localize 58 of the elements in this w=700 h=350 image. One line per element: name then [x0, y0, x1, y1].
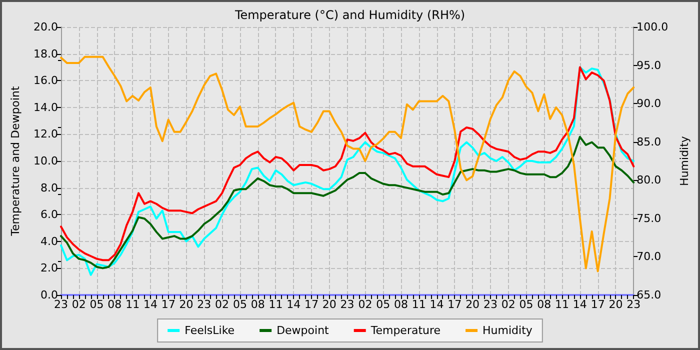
y-tick-label: 16.0 — [34, 74, 58, 88]
y-tick-label: 2.0 — [40, 262, 58, 275]
legend-label: Dewpoint — [276, 324, 330, 337]
x-tick-label: 11 — [412, 298, 426, 311]
x-tick-label: 05 — [90, 298, 104, 311]
y2-tick-label: 90.0 — [636, 97, 662, 110]
y-tick-label: 6.0 — [40, 208, 58, 222]
x-tick-label: 02 — [215, 298, 230, 311]
x-tick-label: 20 — [179, 298, 194, 311]
x-tick-label: 08 — [394, 298, 408, 311]
x-tick-label: 23 — [483, 298, 498, 311]
x-tick-label: 05 — [519, 298, 534, 311]
x-tick-label: 17 — [304, 298, 319, 311]
line-series — [60, 136, 635, 270]
legend-label: FeelsLike — [184, 324, 235, 337]
x-tick-label: 23 — [197, 298, 212, 311]
x-tick-label: 08 — [108, 298, 122, 311]
y2-axis-title: Humidity — [678, 136, 691, 186]
y-tick-label: 8.0 — [40, 181, 58, 194]
x-tick-label: 11 — [555, 298, 570, 311]
chart-title: Temperature (°C) and Humidity (RH%) — [234, 8, 466, 22]
x-tick-label: 02 — [72, 298, 86, 311]
x-tick-label: 08 — [250, 298, 265, 311]
x-tick-label: 14 — [430, 298, 444, 311]
x-tick-label: 20 — [608, 298, 623, 311]
x-tick-label: 14 — [572, 298, 587, 311]
x-tick-label: 11 — [268, 298, 283, 311]
x-tick-label: 08 — [537, 298, 552, 311]
x-tick-label: 23 — [54, 298, 68, 311]
y-tick-label: 18.0 — [34, 47, 58, 60]
x-tick-label: 20 — [466, 298, 480, 311]
y2-tick-label: 80.0 — [636, 174, 662, 187]
legend-label: Humidity — [482, 324, 533, 337]
x-tick-label: 05 — [232, 298, 247, 311]
x-tick-label: 17 — [161, 298, 176, 311]
x-tick-label: 02 — [501, 298, 516, 311]
y2-tick-label: 70.0 — [636, 250, 662, 264]
x-tick-label: 17 — [590, 298, 605, 311]
x-tick-label: 14 — [143, 298, 158, 311]
y2-tick-label: 85.0 — [636, 135, 662, 148]
y2-tick-label: 75.0 — [636, 212, 662, 225]
x-tick-label: 23 — [626, 298, 641, 311]
x-tick-label: 17 — [448, 298, 462, 311]
x-tick-label: 23 — [340, 298, 354, 311]
x-tick-label: 14 — [286, 298, 301, 311]
y-tick-label: 10.0 — [34, 154, 58, 168]
x-tick-label: 11 — [126, 298, 140, 311]
y2-tick-label: 100.0 — [636, 20, 668, 34]
y-tick-label: 14.0 — [34, 100, 58, 114]
y-tick-label: 20.0 — [34, 20, 58, 34]
x-tick-label: 20 — [322, 298, 336, 311]
y-tick-label: 4.0 — [40, 234, 58, 248]
legend-label: Temperature — [370, 324, 441, 337]
x-tick-label: 02 — [358, 298, 372, 311]
y-tick-label: 12.0 — [34, 128, 58, 141]
y2-tick-label: 95.0 — [636, 58, 662, 72]
y-axis-title: Temperature and Dewpoint — [9, 85, 22, 237]
x-tick-label: 05 — [376, 298, 390, 311]
